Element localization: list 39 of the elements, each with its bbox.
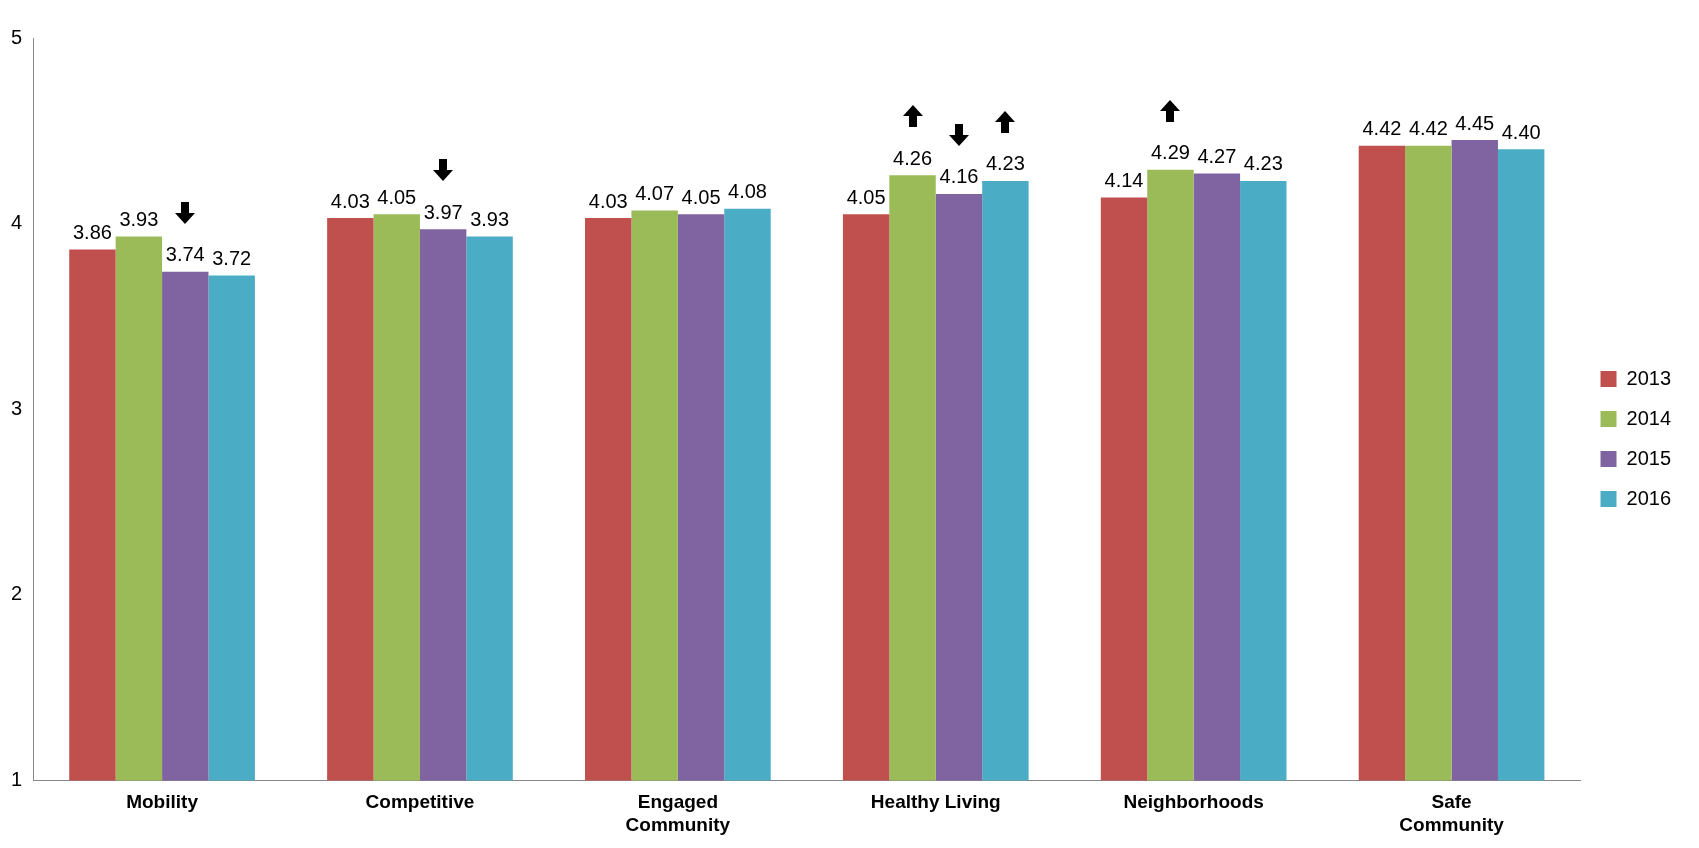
data-label: 4.40 [1501,120,1541,143]
data-label: 3.72 [212,247,252,270]
y-tick-label: 5 [11,25,23,48]
data-label: 4.45 [1455,111,1495,134]
legend-label: 2016 [1626,486,1672,509]
y-tick-label: 4 [11,211,23,234]
data-label: 4.03 [588,189,628,212]
data-label: 4.16 [939,165,979,188]
x-tick-label: Neighborhoods [1123,791,1264,813]
legend-label: 2014 [1626,406,1672,429]
data-label: 3.93 [119,208,159,231]
data-label: 4.14 [1104,169,1144,192]
y-tick-label: 1 [11,767,23,790]
data-label: 3.74 [165,243,205,266]
data-label: 4.05 [681,185,721,208]
x-tick-label: Competitive [365,791,475,813]
legend-label: 2013 [1626,366,1672,389]
data-label: 3.86 [72,221,112,244]
data-label: 4.27 [1197,145,1237,167]
data-label: 4.29 [1150,141,1190,164]
x-tick-label: Mobility [126,791,199,813]
data-label: 4.05 [377,185,417,208]
data-label: 3.93 [470,208,510,231]
data-label: 4.42 [1408,117,1448,140]
x-tick-label: Safe Community [1399,791,1505,835]
data-label: 4.26 [893,146,933,169]
x-tick-label: Healthy Living [870,791,1001,813]
data-label: 4.23 [1243,152,1283,175]
data-label: 4.23 [985,152,1025,175]
data-label: 4.05 [846,185,886,208]
data-label: 4.42 [1362,117,1402,140]
data-label: 4.07 [635,182,675,205]
data-label: 4.08 [728,180,767,203]
y-tick-label: 2 [11,582,23,605]
data-label: 3.97 [423,200,463,223]
data-label: 4.03 [330,189,370,212]
legend-label: 2015 [1626,446,1672,469]
x-tick-label: Engaged Community [625,791,731,835]
y-tick-label: 3 [11,396,23,419]
